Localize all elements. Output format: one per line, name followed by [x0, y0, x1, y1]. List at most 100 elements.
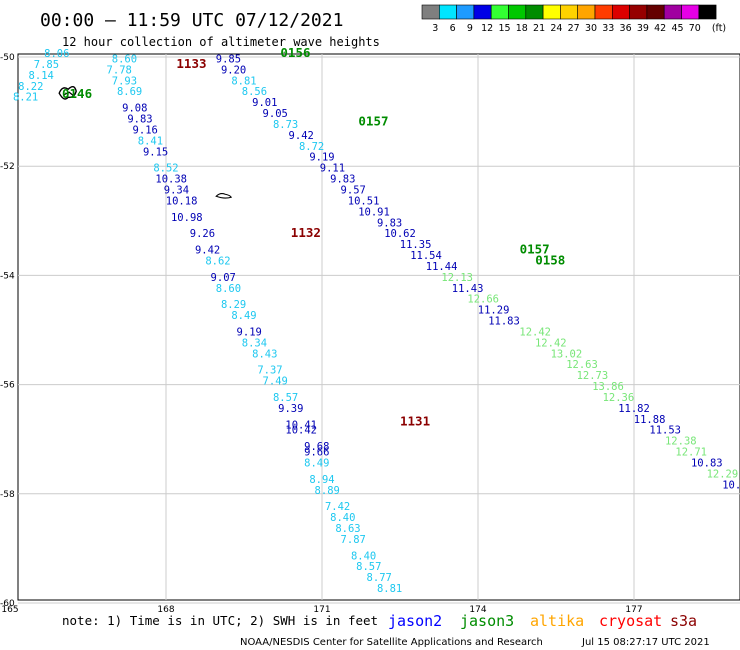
legend-label: 6	[450, 23, 456, 34]
wave-height-value: 8.73	[273, 119, 298, 131]
x-tick-label: 177	[625, 605, 642, 615]
wave-height-value: 8.57	[273, 392, 298, 404]
wave-height-value: 8.72	[299, 141, 324, 153]
legend-swatch	[577, 4, 596, 20]
y-tick-label: -58	[0, 490, 15, 500]
wave-height-value: 9.68	[304, 441, 329, 453]
wave-height-value: 10.38	[155, 174, 187, 186]
legend-unit: (ft)	[712, 23, 726, 34]
wave-height-value: 8.60	[216, 283, 241, 295]
legend-swatch	[542, 4, 561, 20]
wave-height-value: 10.42	[285, 425, 317, 437]
wave-height-value: 9.42	[195, 245, 220, 257]
wave-height-value: 10.41	[285, 419, 317, 431]
pass-time-label: 1132	[291, 225, 321, 240]
wave-height-value: 11.54	[410, 250, 442, 262]
legend-swatch	[560, 4, 579, 20]
pass-time-label: 0157	[520, 242, 550, 257]
wave-height-value: 12.71	[675, 447, 707, 459]
wave-height-value: 9.83	[377, 217, 402, 229]
land-markers	[58, 85, 232, 199]
wave-height-value: 9.19	[237, 326, 262, 338]
legend-label: 9	[467, 23, 473, 34]
legend-swatch	[438, 4, 457, 20]
legend-label: 3	[432, 23, 438, 34]
legend-swatch	[594, 4, 613, 20]
satellite-legend: jason2 jason3 altika cryosat s3a	[388, 612, 697, 630]
legend-label: 24	[550, 23, 562, 34]
wave-height-value: 9.08	[122, 103, 147, 115]
wave-height-value: 8.49	[304, 458, 329, 470]
pass-time-label: 0158	[535, 252, 565, 267]
y-tick-label: -56	[0, 381, 15, 391]
wave-height-value: 8.77	[367, 572, 392, 584]
pass-time-label: 0146	[62, 86, 92, 101]
satellite-name: cryosat	[599, 612, 662, 630]
plot-area: -50-52-54-56-58-60 165 168 171 174 177 8.607…	[0, 45, 740, 615]
wave-height-value: 8.49	[231, 310, 256, 322]
satellite-name: s3a	[670, 612, 697, 630]
pass-time-label: 0156	[280, 45, 310, 60]
x-tick-label: 165	[1, 605, 18, 615]
wave-height-value: 9.07	[211, 272, 236, 284]
wave-height-value: 8.41	[138, 135, 163, 147]
satellite-name: jason2	[388, 612, 442, 630]
wave-height-value: 12.13	[441, 272, 473, 284]
legend-label: 15	[498, 23, 510, 34]
legend-label: 42	[654, 23, 666, 34]
grid-lines	[18, 54, 740, 604]
legend-label: 18	[516, 23, 528, 34]
y-axis-ticks: -50 -52 -54 -56 -58 -60	[0, 53, 15, 609]
footer-credit: NOAA/NESDIS Center for Satellite Applica…	[240, 637, 543, 648]
y-tick-label: -54	[0, 271, 15, 281]
legend-label: 30	[585, 23, 597, 34]
wave-height-value: 8.06	[44, 48, 69, 60]
y-tick-label: -50	[0, 53, 15, 63]
wave-height-value: 9.05	[263, 108, 288, 120]
wave-height-value: 9.85	[216, 53, 241, 65]
wave-height-value: 12.29	[707, 468, 739, 480]
wave-height-value: 8.56	[242, 86, 267, 98]
pass-time-label: 1133	[176, 56, 206, 71]
wave-height-value: 8.63	[335, 523, 360, 535]
wave-height-value: 8.40	[330, 512, 355, 524]
legend-swatch	[473, 4, 492, 20]
footer-timestamp: Jul 15 08:27:17 UTC 2021	[581, 637, 710, 648]
legend-swatch	[681, 4, 700, 20]
legend-swatch	[456, 4, 475, 20]
wave-height-value: 8.43	[252, 348, 277, 360]
wave-height-value: 8.22	[18, 81, 43, 93]
wave-height-value: 11.35	[400, 239, 432, 251]
wave-height-value: 7.87	[341, 534, 366, 546]
wave-height-value: 13.02	[551, 348, 583, 360]
wave-height-value: 9.83	[127, 114, 152, 126]
wave-height-value: 12.38	[665, 436, 697, 448]
wave-height-value: 8.57	[356, 561, 381, 573]
legend-swatch	[611, 4, 630, 20]
wave-height-value: 9.20	[221, 64, 246, 76]
legend-swatch	[490, 4, 509, 20]
wave-height-value: 11.83	[488, 316, 520, 328]
x-tick-label: 171	[313, 605, 330, 615]
y-tick-label: -60	[0, 599, 15, 609]
wave-height-value: 9.42	[289, 130, 314, 142]
wave-height-value: 13.86	[592, 381, 624, 393]
wave-height-value: 9.15	[143, 146, 168, 158]
island-auckland-marker	[58, 85, 77, 100]
wave-height-value: 12.73	[577, 370, 609, 382]
wave-height-value: 9.57	[341, 185, 366, 197]
legend-label: 36	[620, 23, 632, 34]
wave-height-value: 10.51	[348, 195, 380, 207]
wave-height-value: 11.44	[426, 261, 458, 273]
color-legend: 3 6 9 12 15 18 21 24 27 30 33 36 39 42 45 70 (ft)	[421, 4, 726, 34]
wave-height-value: 9.83	[330, 174, 355, 186]
wave-height-value: 10.83	[691, 458, 723, 470]
wave-height-value: 11.88	[634, 414, 666, 426]
chart-title: 00:00 – 11:59 UTC 07/12/2021	[40, 10, 343, 31]
wave-height-value: 9.34	[164, 185, 189, 197]
wave-height-value: 9.26	[190, 228, 215, 240]
wave-height-value: 7.37	[257, 365, 282, 377]
legend-label: 39	[637, 23, 649, 34]
